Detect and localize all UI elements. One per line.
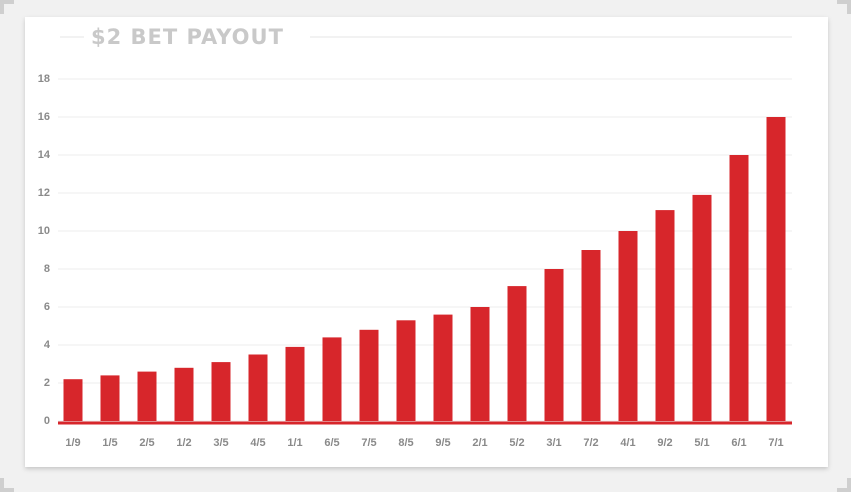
bar (174, 367, 194, 421)
x-tick-label: 2/1 (472, 437, 487, 449)
x-tick-label: 7/5 (361, 437, 376, 449)
x-tick-label: 5/2 (509, 437, 524, 449)
bar (137, 371, 157, 421)
bar (63, 379, 83, 421)
y-tick-label: 4 (44, 339, 51, 351)
bar (692, 194, 712, 421)
bar (766, 117, 786, 421)
x-tick-label: 3/5 (213, 437, 228, 449)
bar (581, 250, 601, 421)
bar (100, 375, 120, 421)
x-tick-label: 4/5 (250, 437, 265, 449)
y-tick-label: 6 (44, 301, 50, 313)
x-tick-label: 3/1 (546, 437, 561, 449)
x-tick-label: 1/9 (65, 437, 80, 449)
y-tick-label: 0 (44, 415, 50, 427)
bar (470, 307, 490, 421)
bar (729, 155, 749, 421)
x-tick-label: 8/5 (398, 437, 413, 449)
y-tick-label: 18 (38, 73, 50, 85)
x-tick-label: 9/5 (435, 437, 450, 449)
x-tick-label: 1/2 (176, 437, 191, 449)
x-tick-label: 6/1 (731, 437, 746, 449)
bar (396, 320, 416, 421)
y-tick-label: 2 (44, 377, 50, 389)
bar (211, 362, 231, 421)
bar (433, 314, 453, 421)
x-tick-label: 2/5 (139, 437, 154, 449)
bar (544, 269, 564, 421)
x-tick-label: 4/1 (620, 437, 635, 449)
x-tick-label: 6/5 (324, 437, 339, 449)
chart-title: $2 BET PAYOUT (91, 25, 284, 49)
bar (359, 329, 379, 421)
bar (248, 354, 268, 421)
x-tick-label: 7/2 (583, 437, 598, 449)
bar (322, 337, 342, 421)
y-tick-label: 10 (38, 225, 50, 237)
bar (655, 210, 675, 421)
y-tick-label: 14 (38, 149, 51, 161)
bar (285, 346, 305, 421)
bar (618, 231, 638, 421)
y-tick-label: 12 (38, 187, 50, 199)
bar (507, 286, 527, 421)
y-tick-label: 16 (38, 111, 50, 123)
x-tick-label: 9/2 (657, 437, 672, 449)
y-tick-label: 8 (44, 263, 50, 275)
x-tick-label: 1/1 (287, 437, 302, 449)
x-tick-label: 5/1 (694, 437, 709, 449)
x-tick-label: 1/5 (102, 437, 117, 449)
x-tick-label: 7/1 (768, 437, 783, 449)
